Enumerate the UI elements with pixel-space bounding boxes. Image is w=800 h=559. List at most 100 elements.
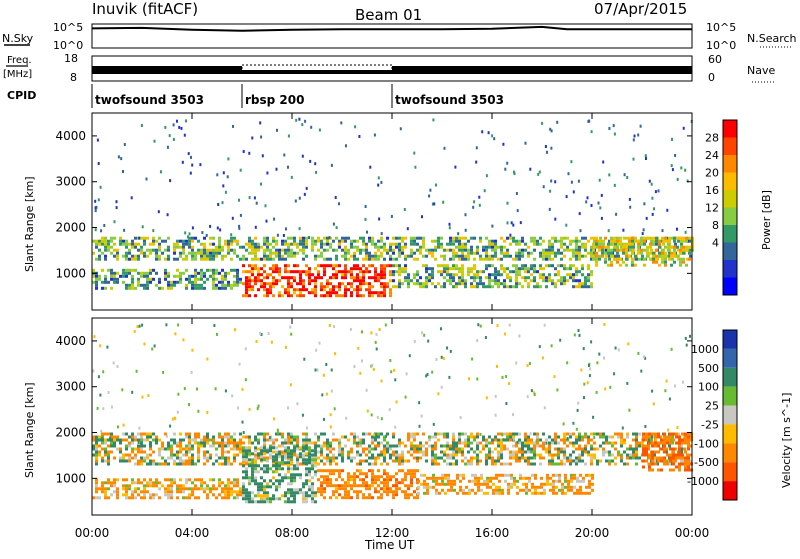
heatmap-cell — [182, 338, 185, 342]
heatmap-cell — [567, 485, 570, 489]
heatmap-cell — [668, 444, 671, 448]
heatmap-cell — [305, 467, 308, 471]
heatmap-cell — [104, 257, 107, 261]
heatmap-cell — [622, 228, 625, 232]
heatmap-cell — [302, 500, 305, 504]
heatmap-cell — [122, 493, 125, 497]
heatmap-cell — [308, 467, 311, 471]
heatmap-cell — [684, 168, 687, 172]
heatmap-cell — [534, 473, 537, 477]
heatmap-cell — [245, 462, 248, 466]
heatmap-cell — [438, 476, 441, 480]
heatmap-cell — [572, 421, 575, 425]
heatmap-cell — [227, 462, 230, 466]
heatmap-cell — [440, 254, 443, 258]
heatmap-cell — [491, 248, 494, 252]
heatmap-cell — [206, 435, 209, 439]
heatmap-cell — [347, 248, 350, 252]
heatmap-cell — [287, 500, 290, 504]
heatmap-cell — [389, 264, 392, 268]
heatmap-cell — [134, 462, 137, 466]
heatmap-cell — [113, 248, 116, 252]
heatmap-cell — [548, 276, 551, 280]
heatmap-cell — [476, 377, 479, 381]
heatmap-cell — [332, 459, 335, 463]
heatmap-cell — [649, 257, 652, 261]
heatmap-cell — [221, 257, 224, 261]
heatmap-cell — [185, 119, 187, 123]
heatmap-cell — [440, 385, 443, 389]
heatmap-cell — [278, 257, 281, 261]
heatmap-cell — [604, 387, 607, 391]
heatmap-cell — [404, 490, 407, 494]
heatmap-cell — [497, 441, 500, 445]
heatmap-cell — [550, 146, 553, 150]
heatmap-cell — [197, 248, 200, 252]
heatmap-cell — [268, 436, 271, 440]
heatmap-cell — [95, 456, 98, 460]
heatmap-cell — [383, 438, 386, 442]
heatmap-cell — [491, 438, 494, 442]
heatmap-cell — [326, 257, 329, 261]
heatmap-cell — [281, 458, 284, 462]
heatmap-cell — [380, 475, 383, 479]
heatmap-cell — [584, 435, 587, 439]
heatmap-cell — [206, 459, 209, 463]
heatmap-cell — [236, 490, 239, 494]
heatmap-cell — [317, 487, 320, 491]
heatmap-cell — [314, 491, 317, 495]
heatmap-cell — [629, 205, 632, 209]
heatmap-cell — [254, 446, 257, 450]
heatmap-cell — [587, 273, 590, 277]
heatmap-cell — [221, 248, 224, 252]
heatmap-cell — [353, 254, 356, 258]
heatmap-cell — [362, 447, 365, 451]
heatmap-cell — [296, 288, 299, 292]
heatmap-cell — [197, 409, 200, 413]
heatmap-cell — [239, 493, 242, 497]
heatmap-cell — [643, 355, 645, 359]
heatmap-cell — [592, 242, 595, 246]
heatmap-cell — [361, 359, 363, 363]
heatmap-cell — [269, 251, 272, 255]
heatmap-cell — [263, 470, 266, 474]
heatmap-cell — [194, 432, 197, 436]
heatmap-cell — [329, 469, 332, 473]
heatmap-cell — [461, 282, 464, 286]
heatmap-cell — [432, 485, 435, 489]
heatmap-cell — [290, 494, 293, 498]
heatmap-cell — [416, 248, 419, 252]
heatmap-cell — [444, 476, 447, 480]
heatmap-cell — [107, 391, 110, 394]
heatmap-cell — [446, 444, 449, 448]
heatmap-cell — [508, 323, 511, 327]
heatmap-cell — [512, 239, 515, 243]
heatmap-cell — [480, 482, 483, 486]
heatmap-cell — [293, 446, 296, 450]
heatmap-cell — [503, 444, 506, 448]
heatmap-cell — [443, 432, 446, 436]
heatmap-cell — [545, 441, 548, 445]
heatmap-cell — [218, 481, 221, 485]
heatmap-cell — [660, 468, 663, 472]
heatmap-cell — [151, 347, 154, 351]
heatmap-cell — [628, 245, 631, 249]
heatmap-cell — [152, 493, 155, 497]
heatmap-cell — [410, 239, 413, 243]
heatmap-cell — [519, 221, 522, 225]
heatmap-cell — [504, 479, 507, 483]
heatmap-cell — [518, 438, 521, 442]
heatmap-cell — [602, 441, 605, 445]
heatmap-cell — [425, 447, 428, 451]
heatmap-cell — [197, 496, 200, 500]
heatmap-cell — [447, 479, 450, 483]
heatmap-cell — [371, 285, 374, 289]
heatmap-cell — [305, 458, 308, 462]
heatmap-cell — [212, 254, 215, 258]
heatmap-cell — [494, 248, 497, 252]
heatmap-cell — [422, 264, 425, 268]
heatmap-cell — [197, 286, 200, 290]
heatmap-cell — [257, 438, 260, 442]
heatmap-cell — [508, 382, 511, 386]
heatmap-cell — [95, 277, 98, 281]
